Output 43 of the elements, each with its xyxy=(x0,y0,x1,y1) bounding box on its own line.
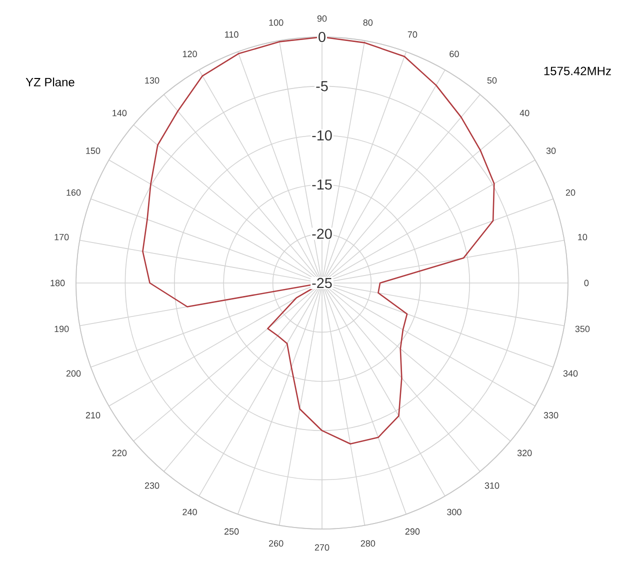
spoke-label: 160 xyxy=(66,189,81,196)
spoke-label: 320 xyxy=(517,450,532,456)
spoke-label: 270 xyxy=(314,544,330,551)
spoke-label: 290 xyxy=(405,528,420,535)
y-tick-label: -10 xyxy=(312,130,332,140)
spoke-label: 280 xyxy=(360,540,376,547)
spoke-label: 30 xyxy=(546,148,556,154)
spoke-label: 330 xyxy=(544,412,558,418)
spoke-label: 250 xyxy=(224,528,239,535)
spoke-label: 180 xyxy=(50,280,65,286)
spoke-label: 210 xyxy=(86,412,100,418)
y-tick-label: 0 xyxy=(318,32,326,42)
spoke-label: 230 xyxy=(144,482,160,489)
spoke-label: 60 xyxy=(450,50,459,58)
spoke-label: 220 xyxy=(112,450,127,456)
spoke-label: 110 xyxy=(225,31,238,38)
spoke-label: 340 xyxy=(563,370,578,377)
spoke-label: 130 xyxy=(145,77,160,84)
spoke-label: 100 xyxy=(269,19,284,26)
y-tick-label: -20 xyxy=(312,228,332,239)
spoke-label: 50 xyxy=(487,77,497,84)
spoke-label: 40 xyxy=(520,110,530,116)
spoke-label: 170 xyxy=(54,234,69,240)
y-tick-label: -15 xyxy=(312,180,332,190)
spoke-label: 20 xyxy=(566,189,576,196)
text: 1575.42MHz xyxy=(544,66,611,76)
spoke-label: 140 xyxy=(112,110,127,116)
spoke-label: 190 xyxy=(54,326,69,332)
y-tick-label: -5 xyxy=(316,81,328,92)
spoke-label: 120 xyxy=(182,50,197,58)
spoke-label: 10 xyxy=(578,234,588,240)
spoke-label: 350 xyxy=(575,326,590,332)
spoke-label: 300 xyxy=(447,508,462,516)
spoke-label: 260 xyxy=(269,540,284,547)
spoke-label: 200 xyxy=(66,370,81,377)
spoke-label: 310 xyxy=(484,482,500,489)
spoke-label: 150 xyxy=(86,148,100,154)
spoke-label: 240 xyxy=(182,508,197,516)
spoke-label: 90 xyxy=(317,15,327,22)
spoke-label: 0 xyxy=(584,280,589,286)
spoke-label: 70 xyxy=(408,31,418,38)
text: YZ Plane xyxy=(26,78,74,86)
spoke-label: 80 xyxy=(363,19,373,26)
